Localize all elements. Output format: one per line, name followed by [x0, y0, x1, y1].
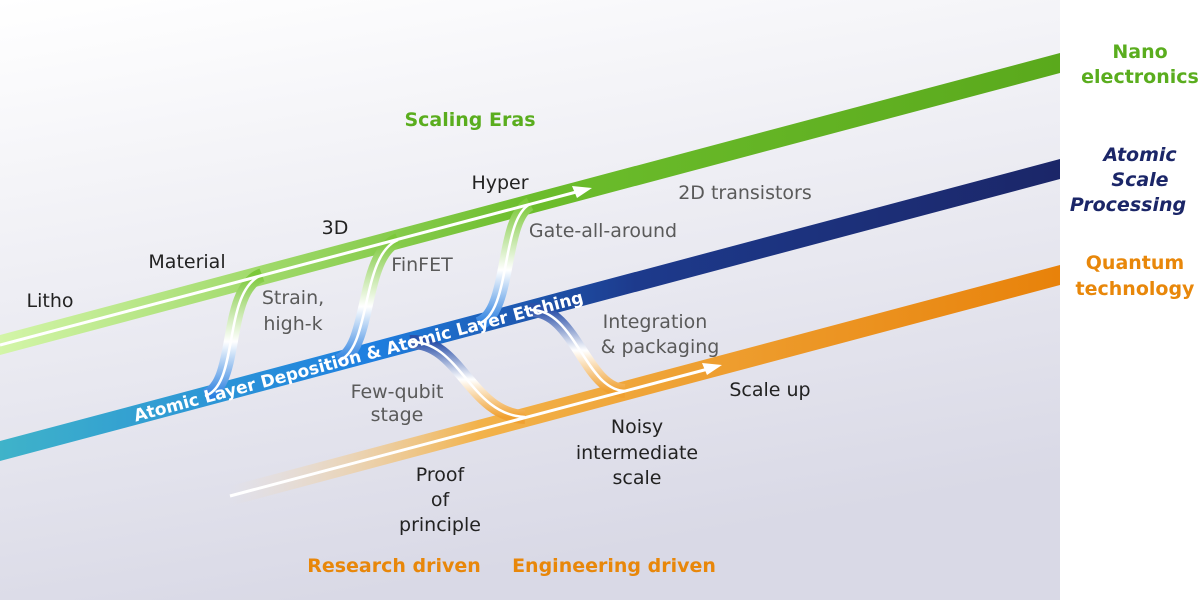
phase: Research driven	[307, 555, 481, 577]
stage: 3D	[322, 217, 349, 239]
nano-arrow	[0, 189, 581, 347]
stage: Scale up	[729, 379, 810, 401]
transition: Few-qubit stage	[351, 381, 444, 426]
arrowhead	[702, 363, 722, 375]
track-label: Quantum technology	[1076, 252, 1196, 300]
track-label: Atomic Scale Processing	[1070, 144, 1186, 216]
transition: Strain, high-k	[262, 287, 324, 335]
label-column	[1060, 0, 1200, 600]
track-label: Nano electronics	[1081, 41, 1199, 88]
stage: Proof of principle	[399, 464, 481, 536]
transition: Gate-all-around	[529, 220, 677, 242]
quantum-arrow	[229, 367, 709, 498]
stage: Hyper	[471, 172, 528, 194]
stage: Noisy intermediate scale	[576, 416, 698, 489]
transition: FinFET	[391, 254, 453, 276]
stage: Material	[148, 251, 225, 273]
connector-highlights	[204, 202, 626, 419]
transition: 2D transistors	[678, 182, 812, 204]
arrowhead	[572, 186, 592, 198]
title: Scaling Eras	[404, 109, 535, 131]
stage: Litho	[27, 290, 74, 312]
phase: Engineering driven	[512, 555, 716, 577]
transition: Integration & packaging	[601, 311, 720, 358]
